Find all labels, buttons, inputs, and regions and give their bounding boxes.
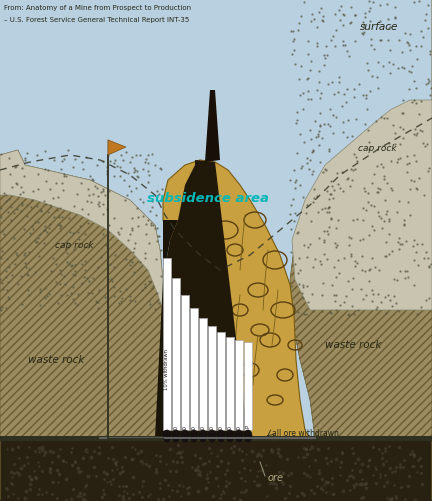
Text: P: P: [245, 425, 251, 428]
Text: 40: 40: [191, 425, 197, 432]
Polygon shape: [205, 90, 220, 162]
Text: 70: 70: [219, 425, 223, 432]
Bar: [190, 308, 198, 430]
Bar: [172, 278, 180, 430]
Polygon shape: [290, 112, 432, 500]
Text: waste rock: waste rock: [325, 340, 381, 350]
Text: cap rock: cap rock: [358, 143, 397, 152]
Bar: [181, 295, 189, 430]
Bar: [0, 441, 432, 501]
Bar: [0, 436, 432, 441]
Text: cap rock: cap rock: [55, 240, 94, 249]
Text: 10% withdrawn: 10% withdrawn: [165, 350, 169, 390]
Text: – U.S. Forest Service General Technical Report INT-35: – U.S. Forest Service General Technical …: [4, 17, 189, 23]
Text: 50: 50: [200, 425, 206, 432]
Text: surface: surface: [360, 22, 398, 32]
Polygon shape: [292, 0, 432, 310]
Text: 60: 60: [210, 425, 215, 432]
Ellipse shape: [208, 430, 216, 442]
Text: 80: 80: [228, 425, 232, 432]
Bar: [226, 337, 234, 430]
Ellipse shape: [244, 430, 252, 442]
Ellipse shape: [181, 430, 189, 442]
Polygon shape: [0, 150, 163, 500]
Text: all ore withdrawn: all ore withdrawn: [272, 428, 339, 437]
Text: waste rock: waste rock: [28, 355, 84, 365]
Ellipse shape: [163, 430, 171, 442]
Text: From: Anatomy of a Mine from Prospect to Production: From: Anatomy of a Mine from Prospect to…: [4, 5, 191, 11]
Bar: [217, 332, 225, 430]
Ellipse shape: [217, 430, 225, 442]
Ellipse shape: [190, 430, 198, 442]
Bar: [235, 340, 243, 430]
Polygon shape: [163, 160, 310, 438]
Bar: [163, 258, 171, 430]
Text: 90: 90: [236, 425, 241, 432]
Text: subsidence area: subsidence area: [147, 191, 269, 204]
Bar: [244, 342, 252, 430]
Text: ore: ore: [268, 473, 284, 483]
Text: 30: 30: [182, 425, 187, 432]
Polygon shape: [163, 160, 248, 438]
Bar: [199, 318, 207, 430]
Ellipse shape: [199, 430, 207, 442]
Text: 20: 20: [174, 425, 178, 432]
Polygon shape: [155, 220, 178, 438]
Bar: [208, 326, 216, 430]
Polygon shape: [108, 140, 126, 155]
Ellipse shape: [226, 430, 234, 442]
Polygon shape: [0, 150, 163, 310]
Ellipse shape: [235, 430, 243, 442]
Ellipse shape: [172, 430, 180, 442]
